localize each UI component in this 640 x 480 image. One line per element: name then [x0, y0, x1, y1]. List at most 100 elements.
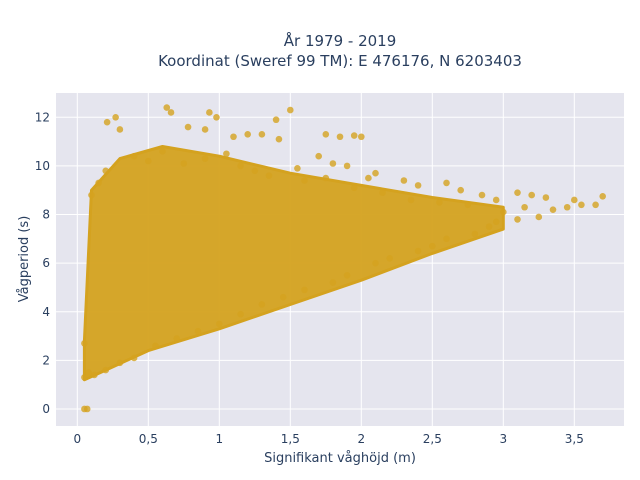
data-point — [322, 131, 330, 138]
data-point — [272, 116, 280, 124]
data-point — [145, 157, 152, 165]
data-point — [206, 109, 213, 116]
data-point — [414, 247, 422, 255]
data-point — [358, 133, 365, 141]
data-point — [514, 189, 521, 196]
data-point — [116, 359, 124, 367]
data-point — [443, 235, 450, 243]
data-point — [528, 191, 535, 199]
x-axis-ticks: 0 0,5 1 1,5 2 2,5 3 3,5 — [73, 432, 583, 446]
gridlines — [56, 93, 624, 426]
data-point — [386, 254, 394, 262]
data-point — [213, 114, 220, 121]
data-point — [167, 109, 175, 116]
data-point — [343, 271, 351, 279]
chart-title-line1: År 1979 - 2019 — [284, 31, 397, 50]
data-point — [163, 104, 171, 111]
data-point — [258, 301, 266, 308]
data-point — [571, 196, 578, 204]
x-tick-label: 0 — [73, 432, 81, 446]
data-point — [514, 216, 521, 223]
x-tick-label: 3,5 — [565, 432, 584, 446]
data-point — [471, 230, 479, 238]
data-point — [485, 223, 493, 230]
data-point — [201, 126, 209, 133]
data-point — [265, 172, 273, 179]
data-point — [563, 203, 571, 211]
y-axis-label: Vågperiod (s) — [17, 216, 32, 303]
data-point — [578, 201, 585, 209]
data-point — [230, 133, 237, 141]
data-point — [237, 310, 244, 318]
y-tick-label: 12 — [35, 110, 50, 124]
data-point — [407, 196, 415, 204]
data-point — [258, 131, 266, 138]
data-point — [130, 152, 138, 160]
data-point — [180, 160, 188, 167]
data-point — [103, 118, 111, 126]
data-point — [237, 162, 244, 170]
data-point — [173, 335, 180, 342]
data-point — [301, 177, 308, 184]
data-point — [287, 106, 294, 114]
data-point — [457, 186, 465, 194]
data-point — [372, 169, 379, 177]
data-point — [492, 218, 500, 226]
x-axis-label: Signifikant våghöjd (m) — [264, 451, 416, 466]
data-point — [184, 123, 192, 131]
data-point — [244, 131, 251, 138]
data-point — [542, 194, 550, 201]
scatter-points — [81, 104, 606, 413]
data-point — [116, 126, 124, 133]
y-tick-label: 8 — [42, 208, 50, 222]
data-point — [81, 340, 88, 347]
data-point — [91, 371, 98, 379]
y-tick-label: 2 — [42, 353, 50, 367]
y-tick-label: 6 — [42, 256, 50, 270]
data-point — [443, 179, 450, 187]
data-point — [102, 366, 109, 374]
data-point — [521, 203, 528, 211]
y-tick-label: 0 — [42, 402, 50, 416]
data-point — [223, 150, 230, 158]
data-point — [400, 177, 408, 184]
data-point — [130, 354, 138, 362]
data-point — [294, 165, 301, 172]
y-tick-label: 4 — [42, 305, 50, 319]
y-axis-ticks: 0 2 4 6 8 10 12 — [35, 110, 50, 416]
data-point — [592, 201, 599, 209]
chart-title-line2: Koordinat (Sweref 99 TM): E 476176, N 62… — [158, 52, 522, 70]
data-point — [112, 114, 119, 121]
data-point — [350, 184, 358, 192]
data-point — [194, 327, 202, 335]
data-point — [83, 405, 91, 413]
data-point — [372, 259, 379, 267]
data-point — [279, 293, 287, 301]
data-point — [500, 208, 507, 216]
x-tick-label: 2 — [357, 432, 365, 446]
data-point — [81, 374, 88, 381]
data-point — [275, 135, 283, 143]
data-point — [329, 160, 337, 167]
data-point — [350, 132, 358, 139]
data-point — [535, 213, 543, 221]
x-tick-label: 2,5 — [423, 432, 442, 446]
data-point — [301, 286, 308, 294]
x-tick-label: 1,5 — [281, 432, 300, 446]
x-tick-label: 1 — [215, 432, 223, 446]
data-point — [492, 196, 500, 204]
data-point — [251, 167, 259, 175]
data-point — [343, 162, 351, 170]
data-point — [201, 155, 209, 162]
data-point — [599, 193, 606, 200]
data-point — [152, 342, 159, 350]
data-point — [216, 320, 223, 328]
data-point — [329, 279, 337, 286]
data-point — [429, 242, 436, 250]
data-point — [365, 174, 372, 182]
data-point — [414, 182, 422, 189]
data-point — [88, 191, 95, 199]
data-point — [159, 148, 166, 155]
data-point — [549, 206, 557, 213]
